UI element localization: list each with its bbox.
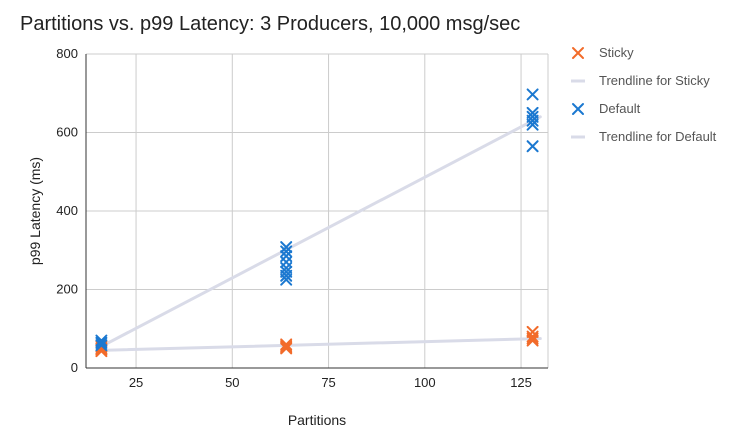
x-tick-label: 25	[129, 375, 143, 390]
legend-label: Trendline for Default	[599, 129, 717, 144]
y-tick-label: 800	[56, 46, 78, 61]
x-tick-label: 50	[225, 375, 239, 390]
default-point	[95, 334, 108, 347]
legend-item-default: Default	[572, 101, 641, 116]
y-tick-label: 0	[71, 360, 78, 375]
legend-item-sticky: Sticky	[572, 45, 634, 60]
chart-title: Partitions vs. p99 Latency: 3 Producers,…	[20, 13, 520, 35]
legend-item-trendline-for-default: Trendline for Default	[571, 129, 717, 144]
default-point	[280, 245, 293, 258]
sticky-point	[526, 325, 539, 338]
legend-label: Default	[599, 101, 641, 116]
y-axis-title: p99 Latency (ms)	[27, 157, 43, 265]
sticky-point	[526, 334, 539, 347]
default-point	[280, 265, 293, 278]
marker-layer	[95, 88, 539, 358]
default-point	[526, 106, 539, 119]
x-tick-label: 125	[510, 375, 532, 390]
default-point	[280, 250, 293, 263]
axis-layer	[85, 54, 548, 369]
grid-layer	[86, 53, 549, 368]
legend: Sticky Trendline for Sticky Default Trendli…	[571, 45, 717, 144]
y-tick-label: 600	[56, 125, 78, 140]
default-point	[526, 110, 539, 123]
default-point	[95, 339, 108, 352]
legend-swatch	[572, 103, 584, 115]
default-point	[526, 140, 539, 153]
x-tick-label: 100	[414, 375, 436, 390]
legend-item-trendline-for-sticky: Trendline for Sticky	[571, 73, 710, 88]
y-tick-label: 200	[56, 282, 78, 297]
default-point	[526, 88, 539, 101]
trendline-for-sticky-line	[99, 337, 542, 352]
tick-layer: 0 200 400 600 800 25 50 75 100 125	[56, 46, 532, 390]
default-point	[280, 241, 293, 254]
trendline-layer	[99, 115, 542, 352]
legend-label: Trendline for Sticky	[599, 73, 710, 88]
legend-label: Sticky	[599, 45, 634, 60]
x-axis-title: Partitions	[288, 412, 346, 428]
sticky-point	[280, 338, 293, 351]
y-tick-label: 400	[56, 203, 78, 218]
sticky-point	[280, 340, 293, 353]
default-point	[95, 336, 108, 349]
trendline-for-default-line	[99, 115, 542, 348]
sticky-point	[526, 330, 539, 343]
x-tick-label: 75	[321, 375, 335, 390]
legend-swatch	[572, 47, 584, 59]
